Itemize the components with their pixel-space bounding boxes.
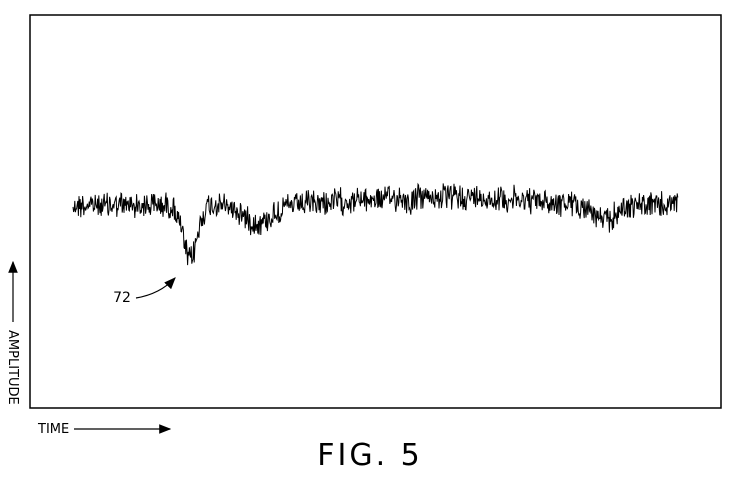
signal-trace [72, 182, 679, 266]
callout-arrow [135, 277, 176, 299]
figure-label: FIG. 5 [317, 438, 423, 473]
x-axis-label: TIME [37, 422, 69, 437]
y-axis-label: AMPLITUDE [5, 330, 20, 405]
plot-frame [29, 14, 722, 409]
callout-label: 72 [113, 290, 131, 306]
